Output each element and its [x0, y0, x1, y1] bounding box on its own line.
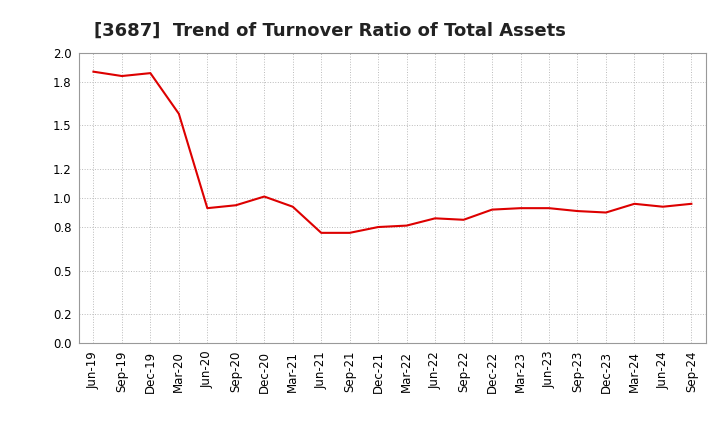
Text: [3687]  Trend of Turnover Ratio of Total Assets: [3687] Trend of Turnover Ratio of Total … — [94, 22, 565, 40]
